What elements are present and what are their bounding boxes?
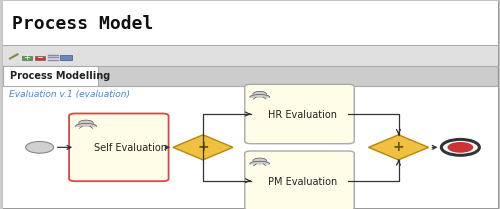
Polygon shape [368,135,428,160]
Text: +: + [24,53,30,62]
Circle shape [442,139,480,155]
Text: +: + [392,140,404,154]
Text: Self Evaluation: Self Evaluation [94,143,167,153]
FancyBboxPatch shape [2,86,498,208]
FancyBboxPatch shape [244,84,354,144]
FancyBboxPatch shape [69,113,168,181]
Circle shape [448,142,473,153]
Text: Process Model: Process Model [12,14,154,33]
Polygon shape [250,161,270,164]
Circle shape [253,158,266,164]
FancyBboxPatch shape [2,45,498,66]
Polygon shape [173,135,233,160]
FancyBboxPatch shape [60,55,72,60]
Text: Process Modelling: Process Modelling [10,71,110,81]
Text: HR Evaluation: HR Evaluation [268,110,337,120]
Polygon shape [76,124,96,126]
FancyBboxPatch shape [2,1,498,45]
Circle shape [253,91,266,97]
FancyBboxPatch shape [22,56,32,60]
Circle shape [26,141,54,153]
Text: +: + [197,140,209,154]
FancyBboxPatch shape [244,151,354,209]
Text: PM Evaluation: PM Evaluation [268,177,337,187]
Text: Evaluation v.1 (evaluation): Evaluation v.1 (evaluation) [9,89,130,99]
FancyBboxPatch shape [34,56,44,60]
FancyBboxPatch shape [2,66,98,86]
Text: −: − [36,53,43,62]
Circle shape [79,120,94,126]
Polygon shape [250,95,270,97]
